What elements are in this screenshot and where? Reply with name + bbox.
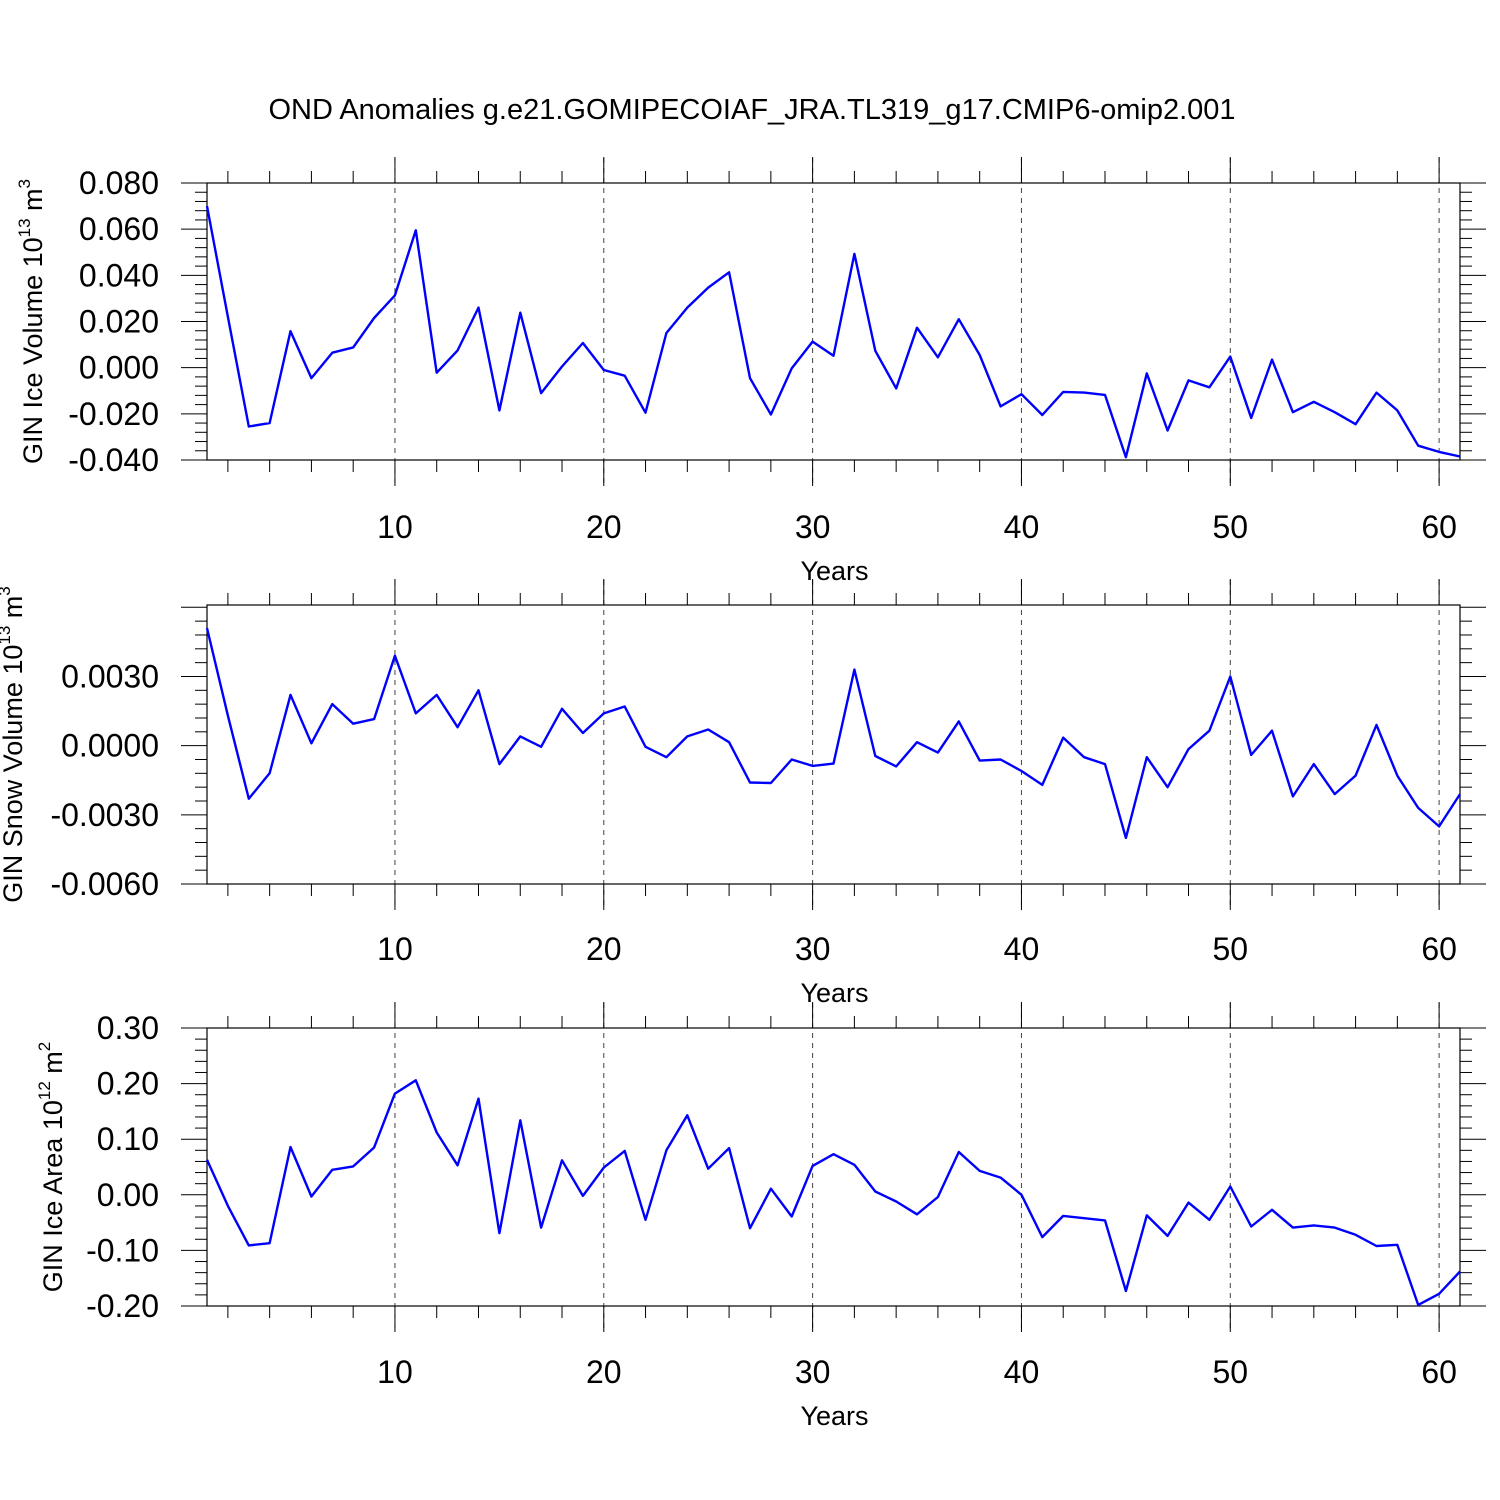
- y-tick-label: 0.080: [79, 165, 159, 201]
- x-tick-label: 10: [377, 1354, 413, 1390]
- chart-title: OND Anomalies g.e21.GOMIPECOIAF_JRA.TL31…: [268, 94, 1235, 126]
- x-axis-label: Years: [800, 556, 868, 586]
- y-tick-label: -0.10: [86, 1232, 159, 1268]
- x-tick-label: 60: [1421, 509, 1457, 545]
- x-tick-label: 40: [1004, 931, 1040, 967]
- x-tick-label: 30: [795, 1354, 831, 1390]
- y-axis-label-unit: m: [18, 188, 48, 218]
- x-tick-label: 30: [795, 509, 831, 545]
- x-tick-label: 20: [586, 509, 622, 545]
- y-tick-label: 0.040: [79, 257, 159, 293]
- x-tick-label: 50: [1212, 1354, 1248, 1390]
- y-axis-label-unit-exponent: 3: [0, 586, 14, 595]
- plot-frame: [206, 1027, 1461, 1307]
- x-tick-label: 40: [1004, 509, 1040, 545]
- y-axis-label: GIN Ice Volume 1013 m3: [15, 179, 48, 464]
- series-line: [205, 1079, 1461, 1307]
- y-axis-label: GIN Ice Area 1012 m2: [35, 1042, 68, 1293]
- x-tick-label: 30: [795, 931, 831, 967]
- x-axis-label: Years: [800, 1401, 868, 1431]
- series-line: [205, 205, 1461, 459]
- y-tick-label: 0.20: [97, 1066, 159, 1102]
- y-axis-label-unit: m: [0, 596, 28, 626]
- y-tick-label: 0.0000: [61, 728, 159, 764]
- x-tick-label: 20: [586, 1354, 622, 1390]
- y-axis-label-text: GIN Ice Area 10: [38, 1100, 68, 1292]
- y-tick-label: 0.10: [97, 1121, 159, 1157]
- y-axis-label-text: GIN Ice Volume 10: [18, 237, 48, 464]
- y-tick-label: 0.000: [79, 350, 159, 386]
- y-tick-label: -0.020: [68, 396, 159, 432]
- y-axis-label-text: GIN Snow Volume 10: [0, 645, 28, 903]
- panels: 10 20 30 40 50 60 Years -0.040 -0.020 0.000 0.020 0…: [0, 157, 1486, 1431]
- x-tick-label: 10: [377, 931, 413, 967]
- y-tick-label: 0.0030: [61, 658, 159, 694]
- x-tick-label: 10: [377, 509, 413, 545]
- y-tick-label: 0.020: [79, 304, 159, 340]
- x-tick-label: 20: [586, 931, 622, 967]
- y-tick-label: 0.30: [97, 1010, 159, 1046]
- y-axis-label-exponent: 13: [15, 218, 34, 237]
- y-axis-label-unit-exponent: 3: [15, 179, 34, 188]
- y-axis-label-unit: m: [38, 1051, 68, 1081]
- series-line: [205, 627, 1462, 840]
- panel-2: 10 20 30 40 50 60 Years -0.0060 -0.0030 0.0000 0.0…: [0, 579, 1486, 1008]
- y-tick-label: 0.00: [97, 1177, 159, 1213]
- x-axis-label: Years: [800, 978, 868, 1008]
- y-axis-label: GIN Snow Volume 1013 m3: [0, 586, 28, 903]
- plot-frame: [206, 604, 1461, 885]
- x-tick-label: 60: [1421, 1354, 1457, 1390]
- y-tick-label: 0.060: [79, 211, 159, 247]
- x-tick-label: 50: [1212, 931, 1248, 967]
- y-tick-label: -0.0030: [50, 797, 159, 833]
- x-tick-label: 50: [1212, 509, 1248, 545]
- y-tick-label: -0.0060: [50, 866, 159, 902]
- y-axis-label-unit-exponent: 2: [35, 1042, 54, 1051]
- y-axis-label-exponent: 13: [0, 626, 14, 645]
- x-tick-label: 40: [1004, 1354, 1040, 1390]
- panel-1: 10 20 30 40 50 60 Years -0.040 -0.020 0.000 0.020 0…: [15, 157, 1486, 586]
- x-tick-label: 60: [1421, 931, 1457, 967]
- y-axis-label-exponent: 12: [35, 1081, 54, 1100]
- panel-3: 10 20 30 40 50 60 Years -0.20 -0.10 0.00 0.10 0.20 0…: [35, 1002, 1486, 1431]
- y-tick-label: -0.040: [68, 442, 159, 478]
- y-tick-label: -0.20: [86, 1288, 159, 1324]
